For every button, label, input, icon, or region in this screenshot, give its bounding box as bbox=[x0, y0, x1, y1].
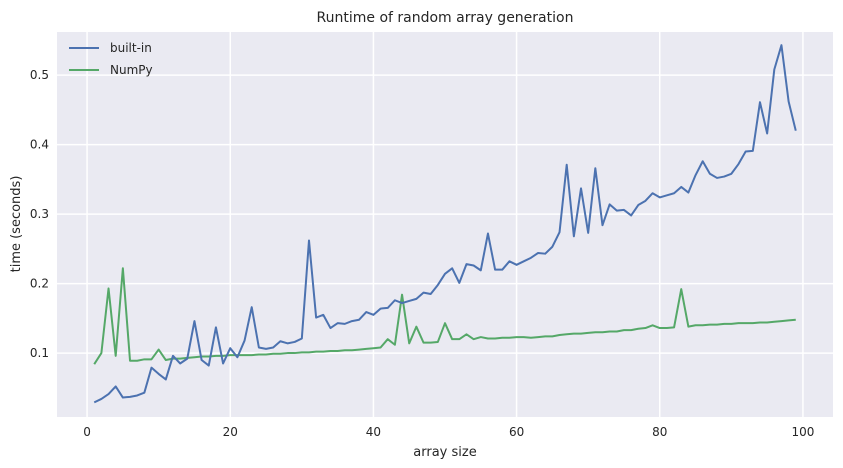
y-tick-label: 0.2 bbox=[30, 277, 49, 291]
chart-title: Runtime of random array generation bbox=[317, 10, 574, 26]
y-tick-labels: 0.1 0.2 0.3 0.4 0.5 bbox=[30, 68, 49, 360]
x-tick-label: 20 bbox=[223, 425, 238, 439]
x-tick-label: 100 bbox=[791, 425, 814, 439]
x-tick-label: 80 bbox=[652, 425, 667, 439]
x-tick-label: 0 bbox=[83, 425, 91, 439]
y-tick-label: 0.3 bbox=[30, 207, 49, 221]
series-line-built-in bbox=[93, 44, 797, 404]
y-tick-label: 0.1 bbox=[30, 346, 49, 360]
x-axis-label: array size bbox=[413, 445, 476, 460]
x-tick-label: 60 bbox=[509, 425, 524, 439]
x-tick-label: 40 bbox=[366, 425, 381, 439]
y-tick-label: 0.4 bbox=[30, 138, 49, 152]
y-axis-label: time (seconds) bbox=[9, 176, 24, 273]
legend: built-in NumPy bbox=[69, 41, 153, 77]
legend-label-built-in: built-in bbox=[110, 41, 152, 55]
series-lines bbox=[93, 44, 797, 404]
y-tick-label: 0.5 bbox=[30, 68, 49, 82]
x-tick-labels: 0 20 40 60 80 100 bbox=[83, 425, 814, 439]
gridlines bbox=[57, 32, 833, 417]
legend-label-numpy: NumPy bbox=[110, 63, 153, 77]
